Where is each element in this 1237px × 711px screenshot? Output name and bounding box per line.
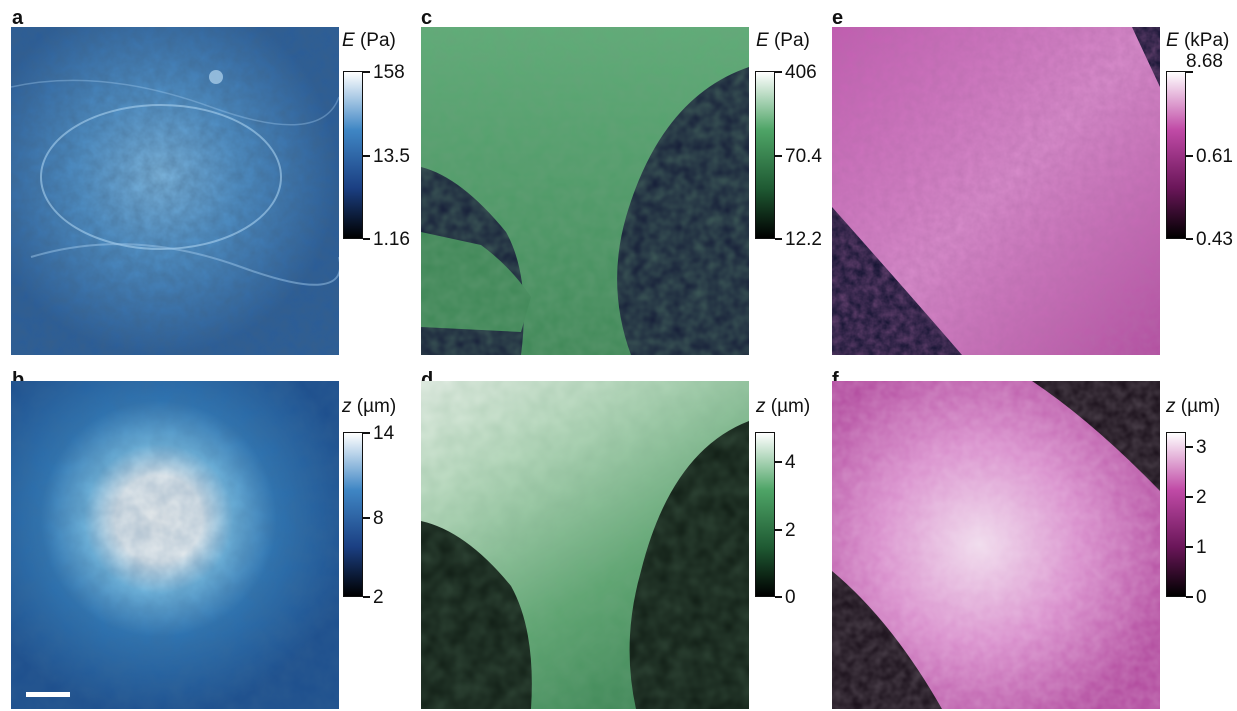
colorbar-b: [343, 432, 363, 597]
colorbar-tick-label-d-2: 2: [785, 520, 796, 541]
colorbar-tick-e-2: [1186, 155, 1193, 157]
colorbar-tick-label-b-3: 2: [373, 587, 384, 608]
colorbar-tick-label-f-3: 1: [1196, 537, 1207, 558]
colorbar-unit-d: (µm): [770, 396, 811, 417]
colorbar-tick-label-a-2: 13.5: [373, 146, 410, 167]
colorbar-tick-label-f-2: 2: [1196, 487, 1207, 508]
colorbar-e: [1166, 71, 1186, 239]
colorbar-unit-a: (Pa): [359, 30, 396, 51]
colorbar-a: [343, 71, 363, 239]
colorbar-tick-label-a-1: 158: [373, 62, 405, 83]
scale-bar: [26, 692, 70, 697]
colorbar-tick-label-e-2: 0.61: [1196, 146, 1233, 167]
elasticity-map-a: [11, 27, 339, 355]
colorbar-tick-label-b-2: 8: [373, 508, 384, 529]
colorbar-c: [755, 71, 775, 239]
colorbar-tick-b-1: [363, 432, 370, 434]
panel-letter-e: e: [832, 7, 844, 29]
colorbar-tick-label-f-1: 3: [1196, 437, 1207, 458]
colorbar-tick-c-2: [775, 155, 782, 157]
colorbar-tick-label-c-1: 406: [785, 62, 817, 83]
colorbar-tick-e-1: [1186, 71, 1193, 73]
colorbar-tick-a-2: [363, 155, 370, 157]
colorbar-title-e: E (kPa): [1166, 31, 1229, 50]
colorbar-tick-label-a-3: 1.16: [373, 229, 410, 250]
colorbar-unit-e: (kPa): [1183, 30, 1230, 51]
colorbar-tick-d-3: [775, 596, 782, 598]
colorbar-title-a: E (Pa): [342, 31, 396, 50]
colorbar-tick-label-d-3: 0: [785, 587, 796, 608]
colorbar-var-d: z: [756, 396, 766, 417]
colorbar-tick-f-2: [1186, 496, 1193, 498]
colorbar-tick-b-3: [363, 596, 370, 598]
panel-letter-a: a: [12, 7, 24, 29]
colorbar-var-c: E: [756, 30, 769, 51]
topography-map-f: [832, 381, 1160, 709]
colorbar-tick-a-1: [363, 71, 370, 73]
colorbar-title-d: z (µm): [756, 397, 810, 416]
colorbar-title-f: z (µm): [1166, 397, 1220, 416]
colorbar-unit-b: (µm): [356, 396, 397, 417]
colorbar-tick-a-3: [363, 238, 370, 240]
colorbar-title-c: E (Pa): [756, 31, 810, 50]
topography-map-d: [421, 381, 749, 709]
colorbar-var-f: z: [1166, 396, 1176, 417]
colorbar-tick-e-3: [1186, 238, 1193, 240]
colorbar-f: [1166, 432, 1186, 597]
colorbar-unit-f: (µm): [1180, 396, 1221, 417]
panel-letter-f: f: [832, 369, 839, 391]
colorbar-tick-f-1: [1186, 446, 1193, 448]
colorbar-tick-d-2: [775, 529, 782, 531]
colorbar-tick-c-3: [775, 238, 782, 240]
colorbar-tick-label-f-4: 0: [1196, 587, 1207, 608]
elasticity-map-e: [832, 27, 1160, 355]
colorbar-tick-label-e-1: 8.68: [1186, 51, 1223, 72]
colorbar-tick-f-4: [1186, 596, 1193, 598]
colorbar-tick-label-d-1: 4: [785, 452, 796, 473]
colorbar-tick-label-c-2: 70.4: [785, 146, 822, 167]
colorbar-var-b: z: [342, 396, 352, 417]
colorbar-tick-d-1: [775, 461, 782, 463]
colorbar-tick-f-3: [1186, 546, 1193, 548]
colorbar-tick-c-1: [775, 71, 782, 73]
colorbar-title-b: z (µm): [342, 397, 396, 416]
colorbar-var-e: E: [1166, 30, 1179, 51]
colorbar-tick-label-b-1: 14: [373, 423, 395, 444]
panel-letter-c: c: [421, 7, 433, 29]
elasticity-map-c: [421, 27, 749, 355]
colorbar-d: [755, 432, 775, 597]
colorbar-tick-label-c-3: 12.2: [785, 229, 822, 250]
topography-map-b: [11, 381, 339, 709]
colorbar-tick-b-2: [363, 517, 370, 519]
colorbar-tick-label-e-3: 0.43: [1196, 229, 1233, 250]
colorbar-unit-c: (Pa): [773, 30, 810, 51]
colorbar-var-a: E: [342, 30, 355, 51]
